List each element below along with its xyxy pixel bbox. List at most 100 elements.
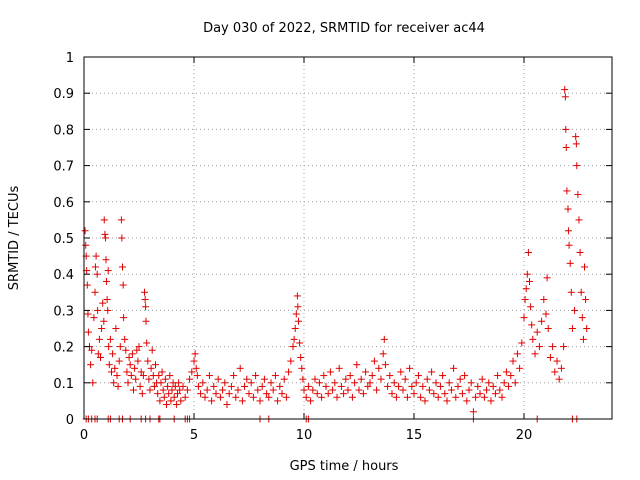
data-point (126, 361, 134, 369)
data-point (507, 372, 515, 380)
data-point (168, 386, 176, 394)
data-point (97, 353, 104, 361)
data-point (296, 339, 304, 347)
data-point (188, 368, 196, 376)
data-point (280, 375, 288, 383)
data-point (572, 133, 580, 141)
data-point (141, 288, 148, 296)
data-point (260, 375, 268, 383)
data-point (163, 401, 170, 409)
y-tick-label: 0.5 (53, 232, 74, 247)
data-point (381, 361, 389, 369)
data-point (161, 375, 169, 383)
data-point (544, 325, 552, 332)
data-point (454, 382, 462, 390)
data-point (227, 382, 235, 390)
data-point (219, 386, 227, 394)
data-point (579, 335, 587, 343)
data-point (302, 393, 310, 401)
data-point (513, 350, 521, 358)
data-point (104, 267, 112, 275)
data-point (505, 382, 513, 390)
data-point (535, 343, 543, 351)
data-point (522, 285, 530, 293)
data-point (452, 393, 460, 401)
data-point (141, 296, 149, 304)
data-point (467, 379, 475, 387)
data-point (516, 364, 524, 372)
data-point (304, 382, 312, 390)
data-point (518, 339, 526, 347)
data-point (434, 393, 442, 401)
data-point (574, 191, 582, 199)
data-point (380, 335, 388, 343)
data-point (87, 361, 95, 369)
data-point (384, 382, 392, 390)
data-point (439, 372, 447, 380)
data-point (120, 314, 128, 322)
data-point (575, 216, 583, 224)
data-point (118, 234, 126, 242)
data-point (293, 292, 301, 300)
data-point (157, 379, 165, 387)
data-point (370, 357, 378, 365)
data-point (540, 296, 548, 304)
data-point (401, 375, 409, 383)
data-point (322, 382, 330, 390)
data-point (131, 364, 139, 372)
data-point (115, 357, 123, 365)
data-point (524, 248, 532, 256)
y-tick-label: 1 (66, 51, 74, 66)
y-tick-label: 0.4 (53, 268, 74, 283)
data-point (194, 382, 202, 390)
data-point (297, 353, 305, 361)
data-point (172, 401, 180, 409)
data-point (318, 393, 326, 401)
data-point (90, 314, 98, 322)
data-point (425, 386, 433, 394)
data-point (300, 386, 308, 394)
data-point (148, 346, 156, 354)
data-point (122, 346, 130, 354)
data-point (93, 270, 101, 278)
data-point (509, 357, 517, 365)
data-point (564, 227, 572, 235)
data-point (155, 372, 163, 380)
data-point (128, 350, 136, 358)
data-point (119, 281, 127, 289)
data-point (474, 382, 482, 390)
data-point (299, 375, 307, 383)
data-point (526, 277, 533, 285)
data-point (399, 386, 407, 394)
data-point (362, 368, 370, 376)
data-point (366, 379, 374, 387)
data-point (103, 296, 111, 304)
y-tick-label: 0.6 (53, 196, 74, 211)
data-point (324, 390, 332, 398)
data-point (417, 393, 425, 401)
data-point (529, 335, 537, 343)
data-point (329, 386, 337, 394)
data-point (142, 317, 150, 325)
data-point (285, 368, 293, 376)
data-point (472, 393, 480, 401)
y-tick-label: 0 (66, 413, 74, 428)
data-point (561, 86, 569, 94)
data-point (461, 372, 469, 380)
data-point (432, 379, 440, 387)
data-point (549, 343, 557, 351)
data-point (223, 401, 231, 409)
data-point (134, 357, 142, 365)
y-axis-ticks: 0 0.1 0.2 0.3 0.4 0.5 0.6 0.7 0.8 0.9 1 (53, 51, 612, 428)
data-point (443, 397, 451, 405)
data-point (498, 393, 506, 401)
data-point (351, 379, 359, 387)
data-point (267, 379, 275, 387)
data-point (542, 310, 550, 318)
data-point (113, 372, 121, 380)
data-point (258, 382, 266, 390)
data-points (81, 86, 591, 423)
data-point (91, 288, 99, 296)
data-point (114, 382, 122, 390)
